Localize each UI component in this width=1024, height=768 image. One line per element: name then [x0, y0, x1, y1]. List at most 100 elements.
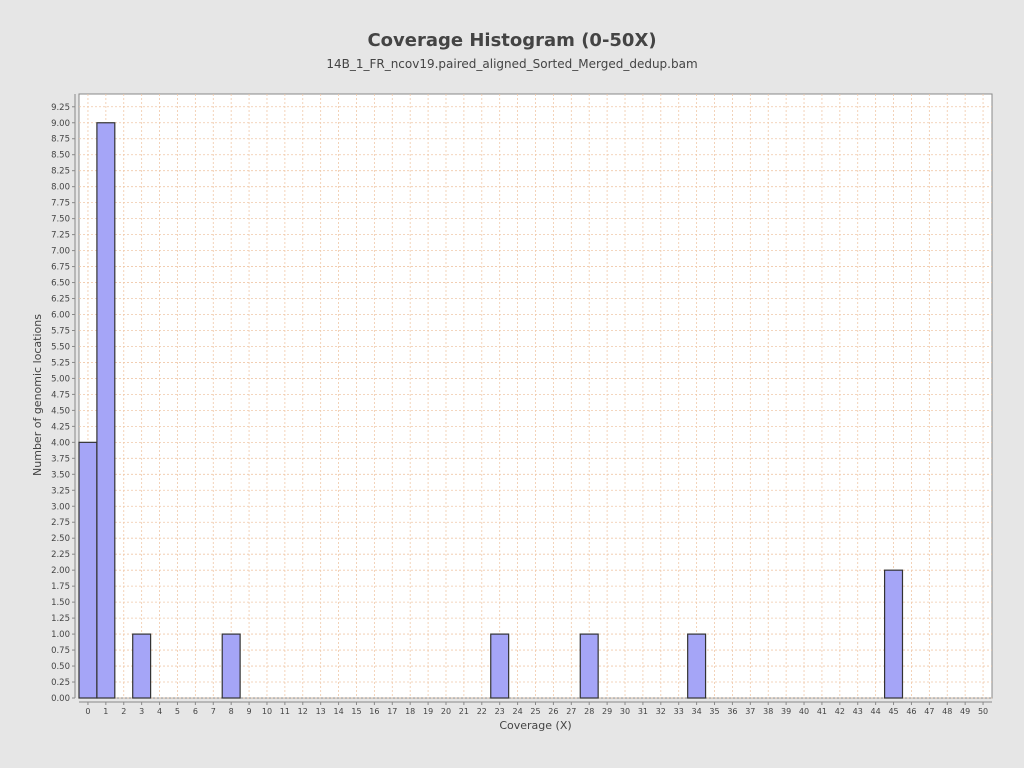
x-tick-label: 16: [369, 707, 379, 716]
x-tick-label: 43: [853, 707, 863, 716]
x-tick-label: 4: [157, 707, 162, 716]
x-tick-label: 44: [871, 707, 881, 716]
x-tick-label: 18: [405, 707, 415, 716]
x-tick-label: 5: [175, 707, 180, 716]
y-tick-label: 2.75: [51, 518, 70, 528]
y-tick-label: 1.00: [51, 630, 70, 640]
x-tick-label: 14: [333, 707, 343, 716]
x-tick-label: 2: [121, 707, 126, 716]
y-tick-label: 6.75: [51, 263, 70, 273]
x-tick-label: 36: [727, 707, 737, 716]
y-tick-label: 3.25: [51, 486, 70, 496]
y-tick-label: 2.50: [51, 534, 70, 544]
x-tick-label: 17: [387, 707, 397, 716]
histogram-bar: [883, 569, 904, 699]
y-tick-label: 5.75: [51, 326, 70, 336]
x-tick-label: 35: [709, 707, 719, 716]
y-tick-label: 0.25: [51, 678, 70, 688]
y-tick-label: 3.75: [51, 454, 70, 464]
x-tick-label: 11: [280, 707, 290, 716]
y-tick-label: 8.50: [51, 151, 70, 161]
x-tick-label: 37: [745, 707, 755, 716]
y-tick-label: 7.50: [51, 215, 70, 225]
y-tick-label: 6.25: [51, 295, 70, 305]
x-tick-label: 23: [495, 707, 505, 716]
x-tick-label: 26: [548, 707, 558, 716]
y-tick-label: 7.75: [51, 199, 70, 209]
y-tick-label: 0.00: [51, 694, 70, 704]
y-tick-label: 4.50: [51, 406, 70, 416]
ticks-layer: 0 1 2 3 4 5 6 7 8 9 10 11 12 13 14 15 16 17 18 19 20 21 22 23 24…: [51, 103, 988, 716]
x-tick-label: 24: [513, 707, 523, 716]
x-tick-label: 28: [584, 707, 594, 716]
histogram-bar: [579, 633, 599, 699]
x-tick-label: 10: [262, 707, 272, 716]
chart-subtitle: 14B_1_FR_ncov19.paired_aligned_Sorted_Me…: [326, 57, 698, 71]
y-tick-label: 4.25: [51, 422, 70, 432]
x-tick-label: 50: [978, 707, 988, 716]
x-tick-label: 30: [620, 707, 630, 716]
histogram-bar: [221, 633, 241, 699]
y-tick-label: 0.50: [51, 662, 70, 672]
x-tick-label: 19: [423, 707, 433, 716]
grid-layer: [79, 94, 992, 699]
x-tick-label: 0: [85, 707, 90, 716]
x-tick-label: 8: [229, 707, 234, 716]
x-tick-label: 20: [441, 707, 451, 716]
x-tick-label: 40: [799, 707, 809, 716]
x-tick-label: 38: [763, 707, 773, 716]
y-tick-label: 1.25: [51, 614, 70, 624]
x-tick-label: 27: [566, 707, 576, 716]
x-tick-label: 22: [477, 707, 487, 716]
y-tick-label: 0.75: [51, 646, 70, 656]
x-tick-label: 25: [530, 707, 540, 716]
y-tick-label: 7.00: [51, 247, 70, 257]
x-axis-label: Coverage (X): [499, 719, 571, 732]
x-tick-label: 7: [211, 707, 216, 716]
chart-title: Coverage Histogram (0-50X): [367, 30, 657, 51]
x-tick-label: 15: [351, 707, 361, 716]
bars-layer: [78, 122, 904, 699]
x-tick-label: 41: [817, 707, 827, 716]
y-tick-label: 9.00: [51, 119, 70, 129]
histogram-bar: [687, 633, 707, 699]
x-tick-label: 48: [942, 707, 952, 716]
x-tick-label: 32: [656, 707, 666, 716]
histogram-bar: [96, 122, 116, 699]
y-tick-label: 1.75: [51, 582, 70, 592]
x-tick-label: 13: [316, 707, 326, 716]
x-tick-label: 6: [193, 707, 198, 716]
y-tick-label: 4.75: [51, 390, 70, 400]
x-tick-label: 42: [835, 707, 845, 716]
x-tick-label: 39: [781, 707, 791, 716]
x-tick-label: 47: [924, 707, 934, 716]
y-tick-label: 2.25: [51, 550, 70, 560]
y-tick-label: 8.25: [51, 167, 70, 177]
y-tick-label: 8.00: [51, 183, 70, 193]
y-tick-label: 5.50: [51, 342, 70, 352]
histogram-bar: [490, 633, 510, 699]
x-tick-label: 34: [692, 707, 702, 716]
x-tick-label: 49: [960, 707, 970, 716]
y-tick-label: 9.25: [51, 103, 70, 113]
histogram-bar: [78, 441, 98, 699]
x-tick-label: 1: [103, 707, 108, 716]
y-tick-label: 5.00: [51, 374, 70, 384]
y-tick-label: 6.50: [51, 279, 70, 289]
x-tick-label: 9: [247, 707, 252, 716]
y-tick-label: 4.00: [51, 438, 70, 448]
y-tick-label: 8.75: [51, 135, 70, 145]
y-tick-label: 2.00: [51, 566, 70, 576]
x-tick-label: 46: [906, 707, 916, 716]
x-tick-label: 31: [638, 707, 648, 716]
y-tick-label: 7.25: [51, 231, 70, 241]
y-tick-label: 5.25: [51, 358, 70, 368]
x-tick-label: 33: [674, 707, 684, 716]
x-tick-label: 29: [602, 707, 612, 716]
y-tick-label: 3.50: [51, 470, 70, 480]
histogram-bar: [132, 633, 152, 699]
x-tick-label: 21: [459, 707, 469, 716]
x-tick-label: 3: [139, 707, 144, 716]
y-tick-label: 6.00: [51, 311, 70, 321]
